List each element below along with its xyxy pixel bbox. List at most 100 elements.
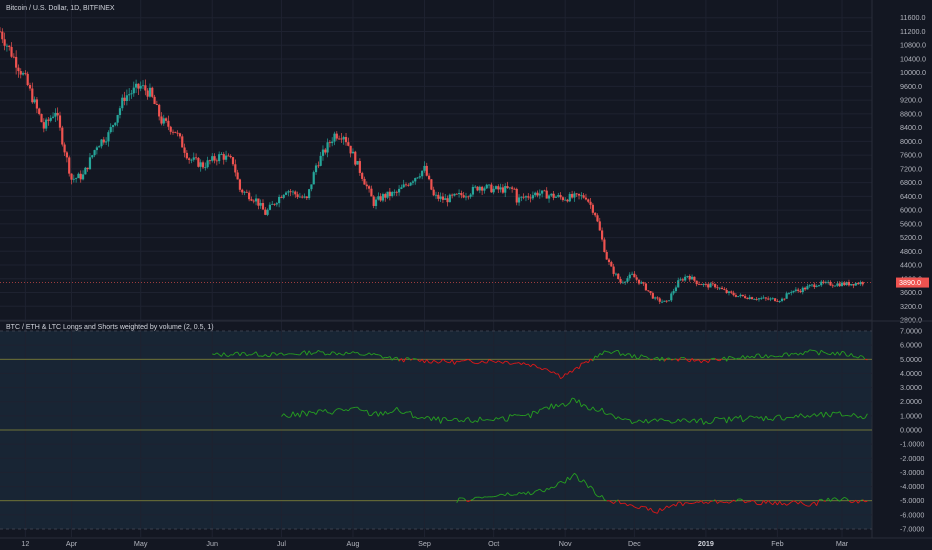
indicator-segment [731, 356, 734, 359]
candle-body [397, 188, 401, 193]
indicator-segment [611, 413, 614, 417]
candle-body [278, 196, 281, 204]
indicator-segment [673, 358, 677, 360]
indicator-tick-label: 1.0000 [900, 411, 922, 420]
candle-body [70, 173, 73, 180]
candle-body [778, 300, 781, 302]
indicator-tick-label: 0.0000 [900, 426, 922, 435]
candle-body [723, 289, 726, 290]
candle-body [204, 167, 207, 168]
candle-body [259, 203, 262, 206]
candle-body [414, 178, 417, 182]
indicator-segment [671, 503, 674, 507]
candle-body [464, 196, 468, 198]
indicator-segment [837, 411, 840, 414]
candle-body [804, 287, 807, 290]
price-tick-label: 9200.0 [900, 96, 922, 105]
candle-body [158, 104, 161, 117]
indicator-segment [562, 373, 566, 378]
x-tick-label: Nov [559, 539, 572, 548]
indicator-segment [470, 421, 474, 423]
indicator-segment [788, 501, 792, 505]
indicator-segment [410, 358, 414, 361]
indicator-segment [322, 351, 326, 356]
indicator-segment [424, 359, 428, 364]
indicator-segment [507, 361, 511, 365]
indicator-segment [719, 358, 723, 362]
indicator-segment [793, 414, 797, 419]
indicator-segment [534, 364, 538, 369]
indicator-segment [567, 370, 571, 375]
indicator-segment [440, 417, 444, 424]
indicator-segment [214, 352, 218, 355]
indicator-segment [791, 500, 794, 503]
indicator-segment [760, 500, 764, 505]
indicator-segment [262, 354, 266, 357]
indicator-segment [430, 416, 435, 421]
indicator-segment [647, 420, 651, 424]
indicator-segment [389, 356, 393, 361]
indicator-segment [751, 499, 755, 502]
candle-body [485, 184, 488, 189]
indicator-segment [742, 419, 746, 423]
indicator-segment [488, 359, 492, 361]
candle-body [102, 139, 105, 143]
indicator-segment [366, 352, 370, 355]
indicator-segment [546, 406, 550, 410]
indicator-segment [860, 415, 864, 420]
candle-body [762, 297, 765, 299]
candle-body [395, 191, 398, 193]
candle-body [416, 177, 419, 179]
candle-body [499, 187, 502, 190]
indicator-segment [655, 512, 658, 514]
candle-body [224, 155, 228, 160]
candle-body [284, 192, 288, 195]
indicator-segment [398, 358, 402, 362]
indicator-segment [659, 356, 663, 362]
candle-body [425, 165, 428, 176]
candle-body [368, 186, 371, 189]
candle-body [5, 45, 9, 47]
candle-body [98, 146, 101, 148]
candle-body [801, 287, 804, 293]
candle-body [321, 149, 325, 156]
indicator-segment [823, 411, 827, 418]
indicator-segment [680, 501, 684, 506]
indicator-segment [493, 417, 497, 421]
candle-body [183, 147, 186, 153]
indicator-segment [809, 503, 813, 507]
indicator-segment [255, 351, 259, 357]
candle-body [24, 73, 27, 74]
candle-body [356, 161, 359, 165]
indicator-segment [837, 351, 841, 356]
indicator-segment [396, 407, 400, 412]
price-tick-label: 8000.0 [900, 137, 922, 146]
candle-body [771, 298, 774, 300]
indicator-segment [791, 416, 794, 419]
indicator-segment [673, 503, 677, 507]
candle-body [640, 282, 643, 284]
candle-body [552, 193, 555, 198]
indicator-segment [597, 410, 600, 412]
indicator-segment [664, 358, 668, 362]
indicator-segment [253, 351, 257, 354]
indicator-segment [613, 501, 617, 504]
candle-body [854, 283, 857, 286]
candle-body [324, 149, 327, 153]
indicator-segment [636, 419, 640, 423]
indicator-segment [855, 415, 859, 419]
indicator-segment [631, 504, 635, 508]
indicator-segment [382, 411, 386, 416]
indicator-segment [617, 416, 621, 419]
candle-body [192, 157, 195, 160]
indicator-segment [569, 370, 573, 373]
candle-body [319, 155, 322, 166]
indicator-segment [419, 416, 423, 419]
indicator-segment [825, 352, 829, 355]
indicator-segment [557, 373, 561, 379]
indicator-segment [848, 500, 852, 504]
candle-body [621, 282, 624, 284]
candle-body [630, 273, 634, 275]
indicator-segment [495, 495, 499, 497]
